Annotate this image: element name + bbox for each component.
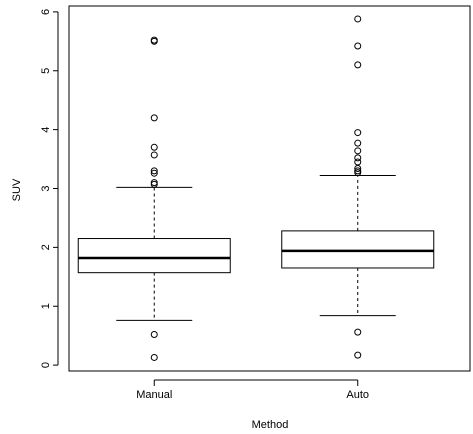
outlier-point	[150, 143, 158, 151]
iqr-box	[77, 238, 231, 274]
outlier-point	[354, 328, 362, 336]
outlier-point	[354, 167, 362, 175]
y-tick-label: 4	[40, 127, 52, 133]
box-manual	[77, 36, 231, 361]
x-axis: Manual Auto	[136, 379, 369, 401]
outlier-point	[150, 353, 158, 361]
box-auto	[281, 15, 435, 359]
y-tick-label: 6	[40, 9, 52, 15]
outlier-point	[354, 15, 362, 23]
outlier-point	[354, 139, 362, 147]
plot-frame	[68, 5, 471, 372]
outlier-point	[150, 169, 158, 177]
outlier-point	[354, 158, 362, 166]
outlier-point	[354, 351, 362, 359]
outlier-point	[354, 154, 362, 162]
outlier-point	[354, 42, 362, 50]
outlier-point	[150, 179, 158, 187]
y-axis: 0 1 2 3 4 5 6	[40, 9, 59, 368]
outlier-point	[354, 61, 362, 69]
y-axis-label: SUV	[11, 178, 23, 201]
y-tick-label: 2	[40, 244, 52, 250]
outlier-point	[150, 36, 158, 44]
outlier-point	[150, 331, 158, 338]
outlier-point	[354, 129, 362, 137]
iqr-box	[281, 230, 435, 269]
outlier-point	[150, 167, 158, 175]
boxes	[77, 15, 435, 361]
x-tick-label: Manual	[136, 389, 172, 401]
y-tick-label: 3	[40, 185, 52, 191]
y-tick-label: 1	[40, 303, 52, 309]
x-axis-label: Method	[252, 419, 289, 431]
x-tick-label: Auto	[346, 389, 369, 401]
outlier-point	[150, 114, 158, 122]
y-tick-label: 0	[40, 362, 52, 368]
y-tick-label: 5	[40, 68, 52, 74]
outlier-point	[150, 151, 158, 159]
outlier-point	[354, 147, 362, 155]
